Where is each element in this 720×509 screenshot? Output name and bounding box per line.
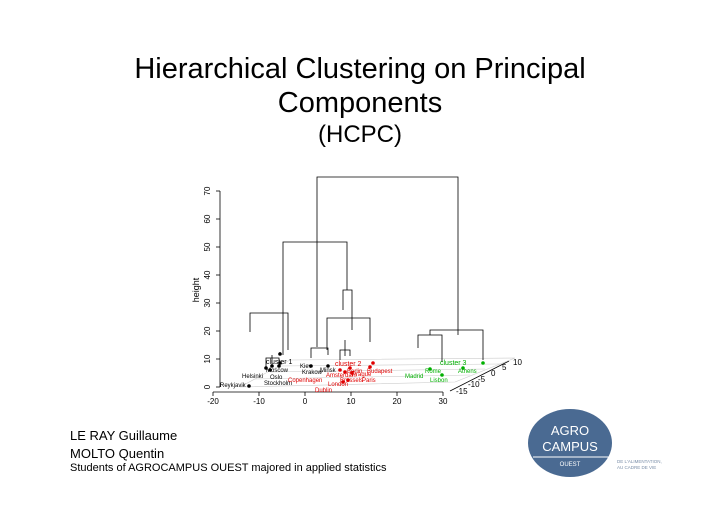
- city-label: Prague: [352, 372, 372, 378]
- slide-title-line1: Hierarchical Clustering on Principal: [134, 53, 586, 85]
- cluster-1-label: cluster 1: [266, 359, 293, 366]
- city-label: Brussels: [340, 378, 363, 384]
- x-tick-20: 20: [393, 397, 402, 406]
- z-tick-neg15: -15: [456, 387, 468, 396]
- city-label: Reykjavik: [220, 383, 247, 389]
- z-tick-neg10: -10: [468, 380, 480, 389]
- y-tick-20: 20: [203, 326, 212, 335]
- cluster-2-label: cluster 2: [335, 361, 362, 368]
- x-tick-0: 0: [303, 397, 308, 406]
- hcpc-3d-dendrogram: 0 10 20 30 40 50 60 70 height -20 -10 0 …: [191, 176, 522, 406]
- svg-text:AU CADRE DE VIE: AU CADRE DE VIE: [617, 465, 656, 470]
- x-tick-neg10: -10: [253, 397, 265, 406]
- city-label: Athens: [458, 369, 477, 375]
- city-label: Madrid: [405, 374, 423, 380]
- city-label: Helsinki: [242, 374, 263, 380]
- z-tick-10: 10: [513, 358, 522, 367]
- logo-ellipse: [528, 409, 612, 477]
- city-label: Dublin: [315, 388, 332, 394]
- svg-text:DE L'ALIMENTATION,: DE L'ALIMENTATION,: [617, 459, 662, 464]
- svg-text:CAMPUS: CAMPUS: [542, 439, 598, 454]
- agrocampus-logo: AGRO CAMPUS OUEST DE L'ALIMENTATION, AU …: [528, 409, 662, 477]
- cluster-3-label: cluster 3: [440, 360, 467, 367]
- x-tick-10: 10: [347, 397, 356, 406]
- z-tick-0: 0: [491, 369, 496, 378]
- y-tick-0: 0: [203, 384, 212, 389]
- city-label: Copenhagen: [288, 378, 322, 384]
- svg-text:AGRO: AGRO: [551, 423, 589, 438]
- y-tick-30: 30: [203, 298, 212, 307]
- city-label: Amsterdam: [326, 373, 357, 379]
- slide-title-line2: Components: [277, 87, 443, 119]
- city-label: Minsk: [320, 368, 337, 374]
- city-label: Paris: [362, 378, 376, 384]
- y-tick-60: 60: [203, 214, 212, 223]
- x-tick-neg20: -20: [207, 397, 219, 406]
- slide-subtitle: (HCPC): [318, 121, 402, 148]
- x-tick-30: 30: [439, 397, 448, 406]
- y-tick-40: 40: [203, 270, 212, 279]
- city-label: Krakow: [302, 370, 323, 376]
- city-label: Kiev: [300, 364, 312, 370]
- city-label: Budapest: [367, 369, 393, 375]
- y-tick-50: 50: [203, 242, 212, 251]
- y-tick-10: 10: [203, 354, 212, 363]
- city-label: Rome: [425, 369, 442, 375]
- affiliation: Students of AGROCAMPUS OUEST majored in …: [70, 462, 387, 474]
- city-label: Oslo: [270, 375, 283, 381]
- z-tick-5: 5: [502, 363, 507, 372]
- city-label: Moscow: [266, 368, 289, 374]
- city-label: Berlin: [347, 369, 362, 375]
- z-tick-neg5: -5: [478, 375, 486, 384]
- author-2: MOLTO Quentin: [70, 446, 165, 461]
- y-axis-label: height: [191, 277, 201, 302]
- city-label: London: [328, 382, 348, 388]
- svg-text:OUEST: OUEST: [560, 462, 581, 468]
- author-1: LE RAY Guillaume: [70, 428, 178, 443]
- city-label: Stockholm: [264, 381, 292, 387]
- y-tick-70: 70: [203, 186, 212, 195]
- city-label: Lisbon: [430, 378, 448, 384]
